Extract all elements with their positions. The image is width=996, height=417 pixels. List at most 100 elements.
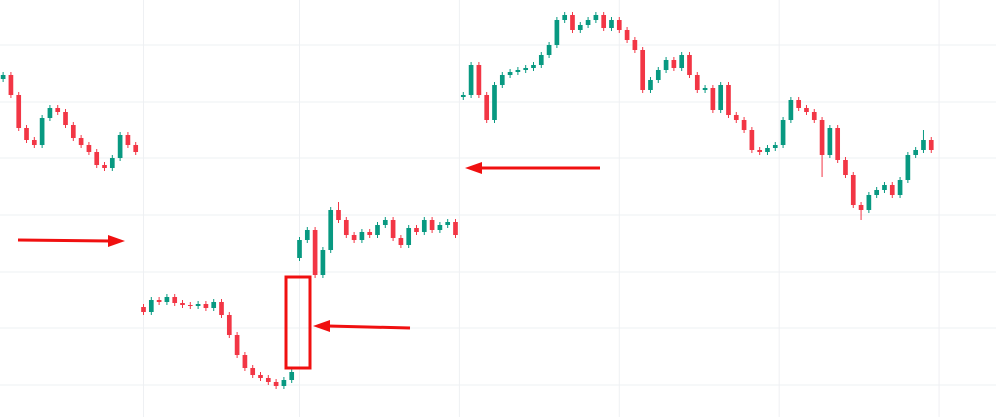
candle-body [70,125,76,138]
candle-body [757,150,763,152]
candle-body [468,65,474,95]
candle-body [312,230,318,275]
candle-body [523,68,529,70]
arrow [17,238,111,243]
arrow [327,324,411,330]
candle-body [382,220,388,225]
candle-body [102,165,107,168]
candle-body [24,128,29,140]
candle-body [16,95,22,128]
candles [0,12,934,389]
candle-body [47,108,53,118]
candle-body [538,55,544,65]
candle-body [117,135,123,158]
candle-body [445,222,451,225]
candle-body [858,205,864,210]
candle-body [297,240,302,258]
candle-body [655,70,661,80]
candle-body [437,225,443,230]
candle-body [882,185,887,190]
candle-body [733,115,739,120]
candle-body [897,180,903,195]
candle-body [414,228,419,232]
candle-body [546,45,552,55]
annotations [17,162,600,370]
candle-body [835,128,841,160]
candle-body [928,140,934,150]
candle-body [273,382,279,386]
candle-body [265,378,271,382]
candle-body [367,232,373,235]
candle-body [499,75,505,85]
candle-body [359,232,365,240]
candle-body [164,297,170,302]
candle-body [172,297,178,303]
candle-body [788,100,794,120]
candle-body [195,304,201,306]
candle-body [156,300,162,302]
candle-body [601,15,607,28]
candle-body [671,60,677,68]
candle-body [0,75,6,79]
candle-body [484,95,490,120]
candle-body [694,75,700,90]
candle-body [429,220,435,230]
candle-body [850,175,856,205]
candle-body [616,20,622,30]
candle-body [570,15,575,30]
candle-body [226,315,232,335]
candle-body [109,158,115,168]
candle-body [804,108,809,112]
candle-body [148,300,154,312]
candle-body [866,195,872,210]
candle-body [94,152,100,165]
candle-body [577,25,583,30]
candle-body [554,20,560,45]
candle-body [406,228,412,245]
candle-body [710,88,716,110]
highlight-box [284,275,312,370]
candle-body [507,72,513,75]
candle-body [250,368,256,375]
candle-body [531,65,536,68]
candle-body [648,80,653,90]
candle-body [460,95,466,97]
candle-body [281,380,287,386]
candle-body [203,304,209,308]
candle-body [796,100,802,108]
candle-body [133,145,139,152]
arrow-head [313,320,330,332]
candle-body [304,230,310,240]
candle-body [921,140,926,150]
candle-body [375,225,380,235]
candle-body [515,70,521,72]
candle-body [55,108,61,112]
candle-body [679,55,685,68]
candle-body [749,130,755,150]
candle-body [289,372,295,380]
candle-body [765,148,770,152]
candle-body [180,303,185,305]
candle-body [905,155,911,180]
candle-body [234,335,240,355]
candle-body [811,112,817,120]
candle-body [219,302,224,315]
candle-body [453,222,458,235]
candle-body [562,15,568,20]
candle-body [889,185,895,195]
candle-body [780,120,786,145]
candle-body [843,160,848,175]
candle-body [593,15,599,20]
candle-body [125,135,131,145]
candle-body [211,302,217,308]
candle-body [687,55,692,75]
candle-body [726,85,731,115]
candle-body [609,20,614,28]
candle-body [141,307,146,312]
candle-body [336,210,341,220]
candle-body [8,75,14,95]
candle-body [398,238,404,245]
candle-body [741,120,747,130]
candle-body [663,60,669,70]
